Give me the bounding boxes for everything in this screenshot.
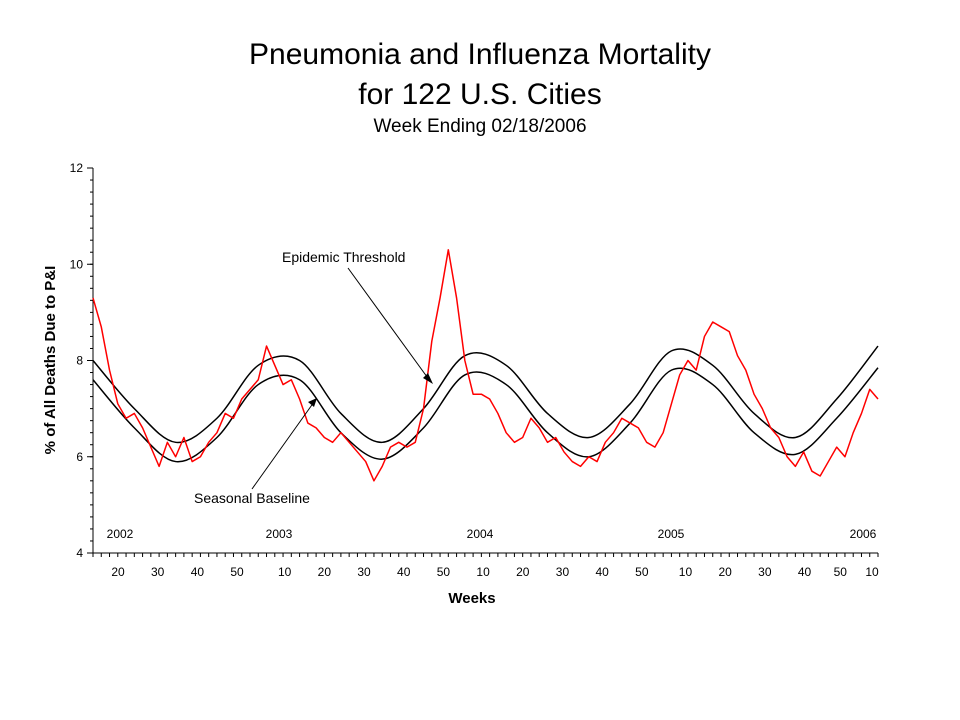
x-tick-label: 30 (357, 565, 371, 579)
x-tick-label: 20 (516, 565, 530, 579)
year-label: 2002 (107, 527, 134, 541)
x-tick-label: 30 (151, 565, 165, 579)
epidemic-threshold-line (92, 345, 879, 444)
year-labels: 2002 2003 2004 2005 2006 (107, 527, 877, 541)
y-tick-label: 4 (76, 546, 83, 560)
epidemic-threshold-arrow (347, 267, 431, 382)
x-tick-label: 20 (718, 565, 732, 579)
y-axis-title: % of All Deaths Due to P&I (42, 266, 59, 455)
chart-title: Pneumonia and Influenza Mortality (249, 38, 711, 71)
minor-ticks (90, 167, 879, 557)
y-tick-label: 12 (70, 161, 84, 175)
chart-subtitle: Week Ending 02/18/2006 (373, 116, 587, 137)
x-axis-title: Weeks (448, 590, 495, 607)
pi-mortality-line (92, 249, 879, 482)
epidemic-threshold-label: Epidemic Threshold (282, 249, 405, 265)
x-ticks: 20 30 40 50 10 20 30 40 50 10 20 30 40 50 10 20 30 40 50 10 (111, 565, 879, 579)
year-label: 2005 (658, 527, 685, 541)
y-tick-label: 8 (76, 354, 83, 368)
y-tick-label: 10 (70, 257, 84, 271)
x-tick-label: 10 (476, 565, 490, 579)
seasonal-baseline-arrowhead (308, 398, 317, 407)
x-tick-label: 30 (758, 565, 772, 579)
y-tick-label: 6 (76, 450, 83, 464)
x-tick-label: 40 (595, 565, 609, 579)
x-tick-label: 20 (111, 565, 125, 579)
x-tick-label: 10 (865, 565, 879, 579)
x-tick-label: 10 (278, 565, 292, 579)
x-tick-label: 50 (834, 565, 848, 579)
x-tick-label: 40 (798, 565, 812, 579)
x-tick-label: 50 (635, 565, 649, 579)
x-tick-label: 40 (397, 565, 411, 579)
x-tick-label: 10 (679, 565, 693, 579)
epidemic-threshold-arrowhead (423, 373, 433, 384)
y-ticks: 4 6 8 10 12 (70, 161, 93, 560)
seasonal-baseline-label: Seasonal Baseline (194, 490, 310, 506)
seasonal-baseline-line (92, 367, 879, 463)
x-tick-label: 40 (191, 565, 205, 579)
x-tick-label: 30 (556, 565, 570, 579)
x-tick-label: 50 (230, 565, 244, 579)
x-tick-label: 50 (437, 565, 451, 579)
seasonal-baseline-arrow (251, 401, 315, 490)
year-label: 2004 (467, 527, 494, 541)
chart-title-line2: for 122 U.S. Cities (358, 78, 602, 111)
year-label: 2003 (266, 527, 293, 541)
x-tick-label: 20 (318, 565, 332, 579)
year-label: 2006 (850, 527, 877, 541)
series-lines (92, 249, 879, 482)
